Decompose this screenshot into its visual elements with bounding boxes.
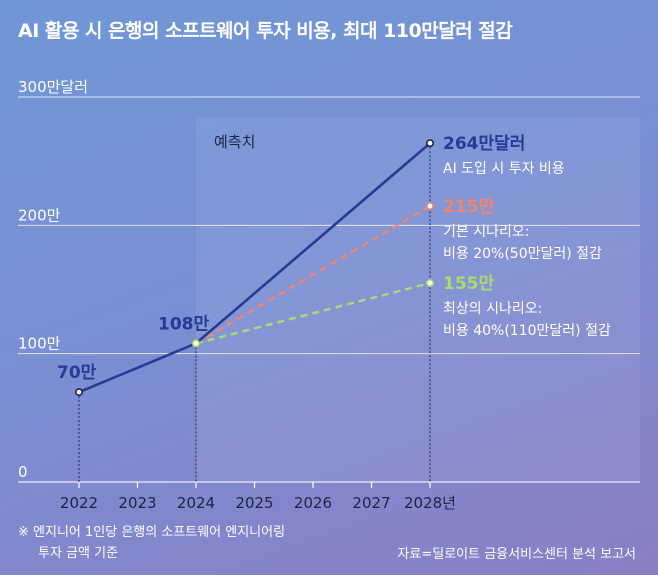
x-tick-label-3: 2025 xyxy=(235,494,273,512)
y-tick-label-0: 0 xyxy=(18,463,28,481)
series-end-label-0: 264만달러 xyxy=(443,133,525,154)
series-end-label-1: 215만 xyxy=(443,197,494,217)
data-point-2-0 xyxy=(192,339,201,348)
y-tick-label-1: 100만 xyxy=(18,335,61,353)
x-tick-label-1: 2023 xyxy=(118,494,156,512)
data-point-2-1 xyxy=(425,279,434,288)
x-tick-label-5: 2027 xyxy=(352,494,390,512)
forecast-region xyxy=(196,117,640,482)
point-label-1: 108만 xyxy=(158,314,209,334)
series-desc-1-0: 기본 시나리오: xyxy=(443,224,529,240)
footnote-line-2: 투자 금액 기준 xyxy=(38,546,119,561)
series-desc-0-0: AI 도입 시 투자 비용 xyxy=(443,161,565,177)
x-tick-label-0: 2022 xyxy=(60,494,98,512)
series-desc-2-1: 비용 40%(110만달러) 절감 xyxy=(443,323,611,339)
data-point-0-0 xyxy=(75,388,84,397)
footnote-line-1: ※ 엔지니어 1인당 은행의 소프트웨어 엔지니어링 xyxy=(18,525,286,540)
series-line-1 xyxy=(195,205,431,345)
data-point-1-1 xyxy=(425,202,434,211)
x-tick-label-4: 2026 xyxy=(294,494,332,512)
y-tick-label-2: 200만 xyxy=(18,206,61,224)
footnote: ※ 엔지니어 1인당 은행의 소프트웨어 엔지니어링 투자 금액 기준 xyxy=(18,522,285,564)
series-line-2 xyxy=(195,281,431,345)
chart-title: AI 활용 시 은행의 소프트웨어 투자 비용, 최대 110만달러 절감 xyxy=(18,20,513,42)
data-point-0-2 xyxy=(425,139,434,148)
x-tick-label-6: 2028년 xyxy=(404,494,456,512)
series-desc-1-1: 비용 20%(50만달러) 절감 xyxy=(443,246,602,262)
y-tick-label-3: 300만달러 xyxy=(18,78,88,96)
x-tick-label-2: 2024 xyxy=(177,494,215,512)
forecast-label: 예측치 xyxy=(214,133,255,151)
point-label-0: 70만 xyxy=(57,363,97,383)
series-desc-2-0: 최상의 시나리오: xyxy=(443,301,542,317)
source-note: 자료=딜로이트 금융서비스센터 분석 보고서 xyxy=(397,547,636,562)
series-end-label-2: 155만 xyxy=(443,274,494,294)
